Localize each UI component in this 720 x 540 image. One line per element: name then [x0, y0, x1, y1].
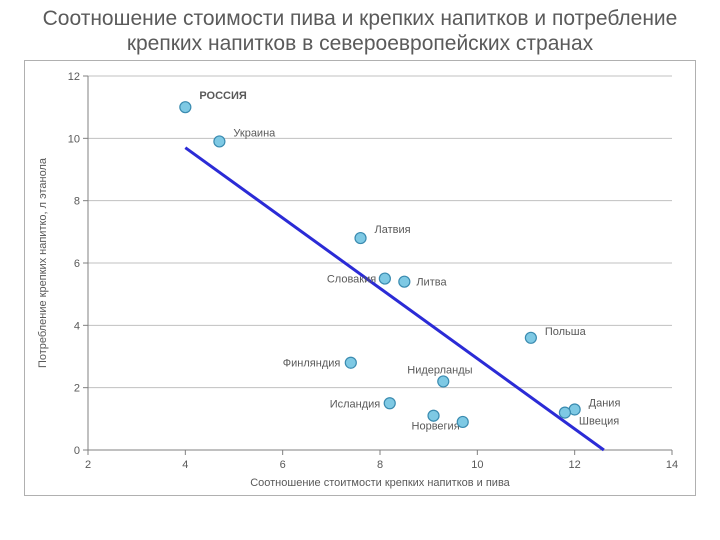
- data-point: [345, 358, 356, 369]
- data-point: [559, 407, 570, 418]
- y-tick-label: 0: [74, 445, 80, 457]
- y-tick-label: 8: [74, 196, 80, 208]
- data-point-label: Польша: [545, 326, 587, 338]
- y-axis-title: Потребление крепких напитко, л этанола: [37, 157, 49, 368]
- data-point-label: Швеция: [579, 416, 619, 428]
- data-point-label: Финляндия: [283, 358, 341, 370]
- data-point-label: Нидерланды: [407, 365, 472, 377]
- x-tick-label: 8: [377, 459, 383, 471]
- data-point: [379, 273, 390, 284]
- data-point: [180, 102, 191, 113]
- y-tick-label: 10: [68, 134, 80, 146]
- x-tick-label: 12: [569, 459, 581, 471]
- data-point-label: Литва: [416, 277, 447, 289]
- data-point: [384, 398, 395, 409]
- x-tick-label: 4: [182, 459, 188, 471]
- data-point: [214, 136, 225, 147]
- data-point-label: Дания: [589, 398, 621, 410]
- data-point: [428, 411, 439, 422]
- y-tick-label: 2: [74, 383, 80, 395]
- x-tick-label: 10: [471, 459, 483, 471]
- data-point-label: Норвегия: [412, 421, 460, 433]
- data-point: [438, 376, 449, 387]
- y-tick-label: 12: [68, 71, 80, 83]
- data-point: [457, 417, 468, 428]
- x-axis-title: Соотношение стоитмости крепких напитков …: [250, 477, 510, 489]
- chart-svg: 0246810122468101214РОССИЯУкраинаЛатвияСл…: [24, 60, 696, 496]
- y-tick-label: 4: [74, 321, 80, 333]
- y-tick-label: 6: [74, 258, 80, 270]
- x-tick-label: 14: [666, 459, 678, 471]
- scatter-chart: 0246810122468101214РОССИЯУкраинаЛатвияСл…: [24, 60, 696, 496]
- data-point-label: РОССИЯ: [199, 91, 247, 103]
- x-tick-label: 2: [85, 459, 91, 471]
- data-point-label: Исландия: [330, 399, 381, 411]
- data-point: [525, 333, 536, 344]
- data-point-label: Латвия: [375, 224, 411, 236]
- data-point: [355, 233, 366, 244]
- data-point-label: Украина: [233, 128, 276, 140]
- data-point-label: Словакия: [327, 274, 376, 286]
- data-point: [399, 277, 410, 288]
- page-title: Соотношение стоимости пива и крепких нап…: [0, 0, 720, 56]
- x-tick-label: 6: [280, 459, 286, 471]
